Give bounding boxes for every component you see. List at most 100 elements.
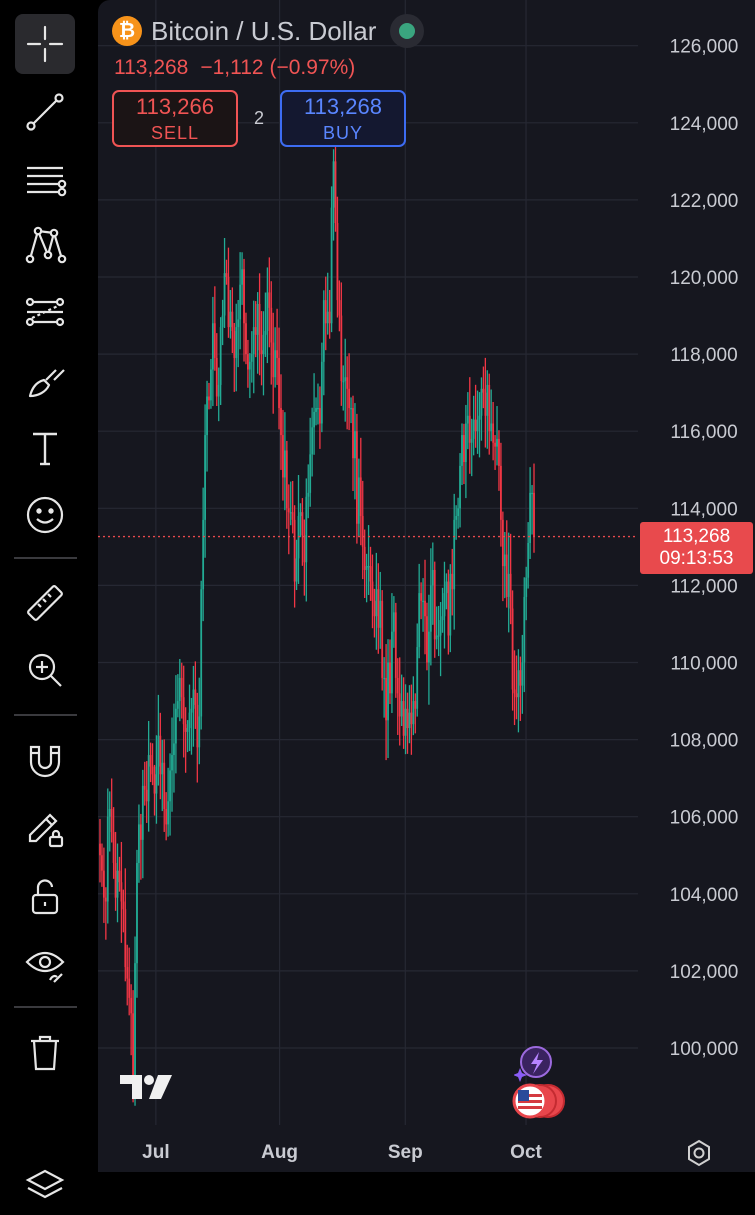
- candle-body: [247, 354, 249, 370]
- candle-body: [494, 442, 496, 447]
- visibility-button[interactable]: [15, 935, 75, 995]
- candle-body: [445, 581, 448, 594]
- fib-retracement-tool-button[interactable]: [15, 150, 75, 210]
- candle-body: [289, 512, 292, 514]
- candle-body: [523, 596, 526, 663]
- candle-body: [507, 573, 510, 597]
- market-status-indicator[interactable]: [390, 14, 425, 48]
- market-open-dot-icon: [399, 23, 416, 39]
- candle-body: [192, 689, 195, 709]
- y-tick-label: 108,000: [670, 731, 739, 752]
- candle-body: [295, 558, 298, 582]
- candle-body: [278, 357, 280, 409]
- brush-tool-button[interactable]: [15, 351, 75, 411]
- candle-body: [213, 323, 216, 358]
- candlestick-chart[interactable]: 100,000 102,000 104,000 106,000 108,000 110,0…: [98, 0, 755, 1172]
- candle-body: [280, 408, 282, 436]
- candle-body: [422, 600, 424, 603]
- y-tick-label: 100,000: [670, 1039, 739, 1060]
- candle-body: [480, 388, 483, 416]
- candle-body: [120, 882, 123, 902]
- candle-body: [424, 600, 426, 617]
- text-tool-button[interactable]: [15, 418, 75, 478]
- bitcoin-icon: ₿: [112, 16, 142, 46]
- candle-body: [464, 423, 467, 463]
- candle-body: [355, 431, 358, 524]
- delete-drawings-button[interactable]: [15, 1022, 75, 1082]
- candle-body: [531, 492, 533, 495]
- candle-body: [486, 384, 489, 416]
- candle-body: [102, 870, 105, 898]
- trend-line-tool-button[interactable]: [15, 82, 75, 142]
- ruler-icon: [27, 585, 63, 621]
- candle-body: [478, 415, 481, 420]
- y-tick-label: 118,000: [670, 345, 737, 366]
- candle-body: [398, 693, 401, 717]
- candle-body: [282, 435, 284, 478]
- unlock-button[interactable]: [15, 867, 75, 927]
- us-economic-event-icon[interactable]: [510, 1082, 566, 1120]
- candle-body: [182, 697, 185, 725]
- emoji-tool-button[interactable]: [15, 485, 75, 545]
- candle-body: [126, 967, 129, 979]
- ai-insight-icon[interactable]: [514, 1044, 554, 1082]
- candle-body: [176, 701, 179, 709]
- sell-price: 113,266: [136, 93, 214, 119]
- candle-body: [371, 581, 374, 601]
- candle-body: [237, 319, 240, 328]
- symbol-title[interactable]: Bitcoin / U.S. Dollar: [151, 15, 377, 46]
- candle-body: [171, 755, 173, 771]
- zoom-in-tool-button[interactable]: [15, 640, 75, 700]
- candle-body: [383, 677, 386, 680]
- buy-button[interactable]: 113,268 BUY: [280, 90, 406, 147]
- candle-body: [394, 612, 397, 678]
- candle-body: [519, 670, 522, 686]
- magnet-tool-button[interactable]: [15, 730, 75, 790]
- candle-body: [248, 361, 251, 370]
- drawing-toolbar: [0, 0, 92, 1200]
- candle-body: [338, 300, 341, 316]
- candle-body: [147, 755, 150, 802]
- candle-body: [472, 419, 475, 439]
- candle-body: [136, 862, 138, 964]
- candle-body: [139, 824, 142, 840]
- candle-body: [128, 978, 131, 998]
- candle-body: [468, 415, 471, 443]
- candle-body: [396, 677, 399, 694]
- candle-body: [315, 408, 317, 412]
- fib-lines-icon: [27, 166, 67, 197]
- candle-body: [488, 384, 491, 432]
- lock-drawings-button[interactable]: [15, 800, 75, 860]
- candle-body: [233, 330, 236, 358]
- candle-body: [184, 724, 187, 732]
- candle-body: [101, 855, 103, 871]
- pattern-tool-button[interactable]: [15, 214, 75, 274]
- candle-body: [426, 616, 428, 663]
- crosshair-tool-button[interactable]: [15, 14, 75, 74]
- y-tick-label: 116,000: [670, 422, 737, 443]
- candle-body: [241, 269, 243, 285]
- candle-body: [225, 273, 228, 277]
- measure-tool-button[interactable]: [15, 573, 75, 633]
- candle-body: [344, 377, 347, 382]
- candle-body: [461, 435, 463, 466]
- candle-body: [206, 396, 208, 436]
- chart-panel[interactable]: 100,000 102,000 104,000 106,000 108,000 110,0…: [98, 0, 755, 1172]
- bottom-bar: [98, 1172, 755, 1200]
- candle-body: [496, 438, 498, 447]
- candle-body: [336, 223, 339, 301]
- candle-body: [106, 816, 109, 902]
- chart-settings-icon[interactable]: [684, 1138, 714, 1168]
- pattern-icon: [25, 226, 67, 264]
- candle-body: [165, 808, 168, 825]
- candle-body: [373, 600, 376, 617]
- y-tick-label: 112,000: [670, 576, 737, 597]
- candle-body: [309, 454, 312, 493]
- spread-value: 2: [253, 108, 264, 128]
- candle-body: [245, 323, 247, 355]
- forecast-tool-button[interactable]: [15, 283, 75, 343]
- layers-button[interactable]: [15, 1155, 75, 1215]
- sell-button[interactable]: 113,266 SELL: [112, 90, 238, 147]
- candle-body: [161, 762, 164, 775]
- candle-body: [169, 770, 171, 802]
